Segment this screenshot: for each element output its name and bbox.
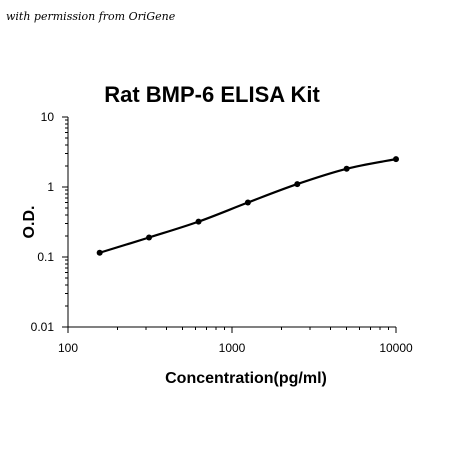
permission-credit: with permission from OriGene xyxy=(6,10,176,23)
chart-title: Rat BMP-6 ELISA Kit xyxy=(104,82,320,107)
data-point xyxy=(343,165,350,172)
y-tick-label: 0.1 xyxy=(37,250,54,264)
data-points xyxy=(96,156,399,256)
x-tick-label: 100 xyxy=(58,341,78,355)
x-axis-label: Concentration(pg/ml) xyxy=(165,370,327,387)
major-ticks xyxy=(62,116,397,333)
data-point xyxy=(393,156,399,163)
y-tick-label: 10 xyxy=(41,110,55,124)
data-point xyxy=(146,234,153,241)
y-axis-label: O.D. xyxy=(21,206,38,239)
x-tick-label: 1000 xyxy=(219,341,246,355)
x-tick-label: 10000 xyxy=(379,341,413,355)
tick-labels: 0.01 0.1 1 10 100 1000 10000 xyxy=(31,110,413,355)
data-point xyxy=(244,199,251,206)
minor-ticks xyxy=(65,119,389,330)
y-tick-label: 0.01 xyxy=(31,320,55,334)
data-point xyxy=(195,218,202,225)
data-point xyxy=(294,181,301,188)
standard-curve-line xyxy=(99,158,397,254)
axes xyxy=(67,117,396,328)
y-tick-label: 1 xyxy=(47,180,54,194)
data-point xyxy=(96,249,103,256)
